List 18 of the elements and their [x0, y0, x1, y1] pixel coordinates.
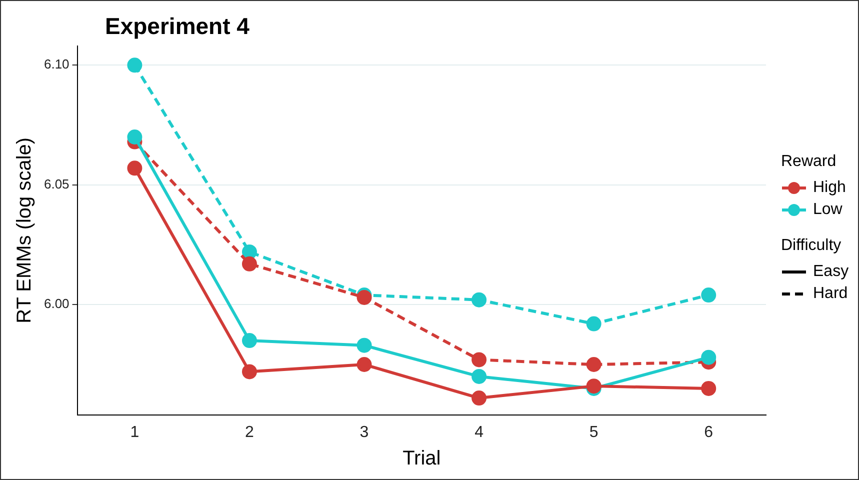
x-tick-label: 2 — [245, 424, 254, 441]
x-axis-title: Trial — [402, 448, 441, 470]
chart-title: Experiment 4 — [105, 13, 250, 40]
legend-label: High — [812, 178, 847, 198]
x-tick-label: 6 — [704, 424, 714, 441]
y-axis-title: RT EMMs (log scale) — [14, 137, 36, 324]
legend-title: Reward — [781, 153, 838, 171]
x-tick-label: 5 — [589, 424, 598, 441]
text: Difficulty — [781, 237, 842, 255]
x-tick-label: 4 — [474, 424, 484, 441]
legend-label: Low — [812, 200, 844, 220]
x-tick-label: 1 — [130, 424, 140, 441]
y-tick-label: 6.05 — [44, 176, 70, 192]
text: Hard — [812, 284, 849, 304]
x-tick-label: 3 — [360, 424, 369, 441]
y-tick-label: 6.10 — [44, 56, 70, 72]
text: Easy — [812, 262, 849, 282]
y-tick-label: 6.00 — [44, 296, 70, 312]
